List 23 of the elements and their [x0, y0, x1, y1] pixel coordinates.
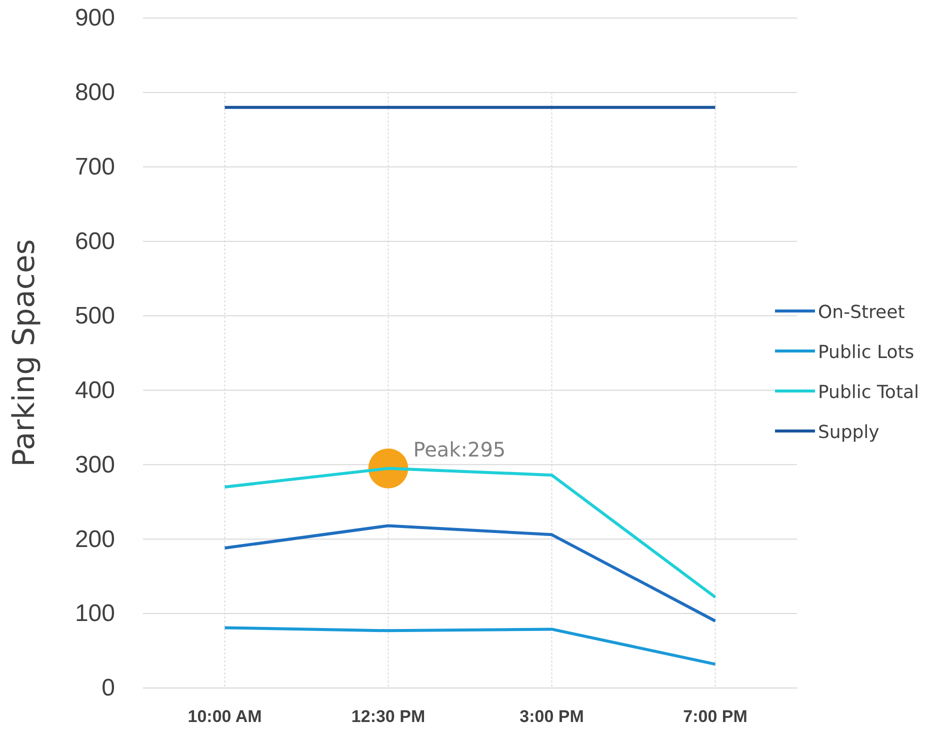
y-tick-label: 200: [74, 526, 115, 553]
y-tick-label: 900: [74, 4, 115, 32]
legend-label: Public Total: [818, 382, 920, 403]
y-tick-label: 500: [74, 302, 115, 330]
y-tick-label: 300: [74, 451, 115, 478]
y-tick-label: 600: [74, 228, 115, 256]
x-tick-label: 7:00 PM: [683, 707, 748, 726]
legend-label: On-Street: [818, 302, 905, 323]
x-tick-label: 10:00 AM: [188, 707, 262, 726]
y-tick-label: 400: [74, 376, 115, 404]
y-axis-title: Parking Spaces: [7, 239, 42, 467]
y-tick-label: 100: [74, 600, 115, 628]
annotation: Peak:295: [413, 437, 506, 462]
legend-label: Supply: [818, 422, 880, 443]
line-series: [223, 466, 717, 599]
legend-label: Public Lots: [818, 342, 914, 363]
x-tick-label: 12:30 PM: [351, 707, 426, 726]
line-series: [223, 524, 717, 622]
x-tick-label: 3:00 PM: [520, 707, 584, 726]
y-tick-label: 0: [102, 674, 115, 702]
line-series: [223, 626, 717, 666]
y-tick-label: 800: [74, 79, 115, 106]
y-tick-label: 700: [74, 154, 115, 181]
